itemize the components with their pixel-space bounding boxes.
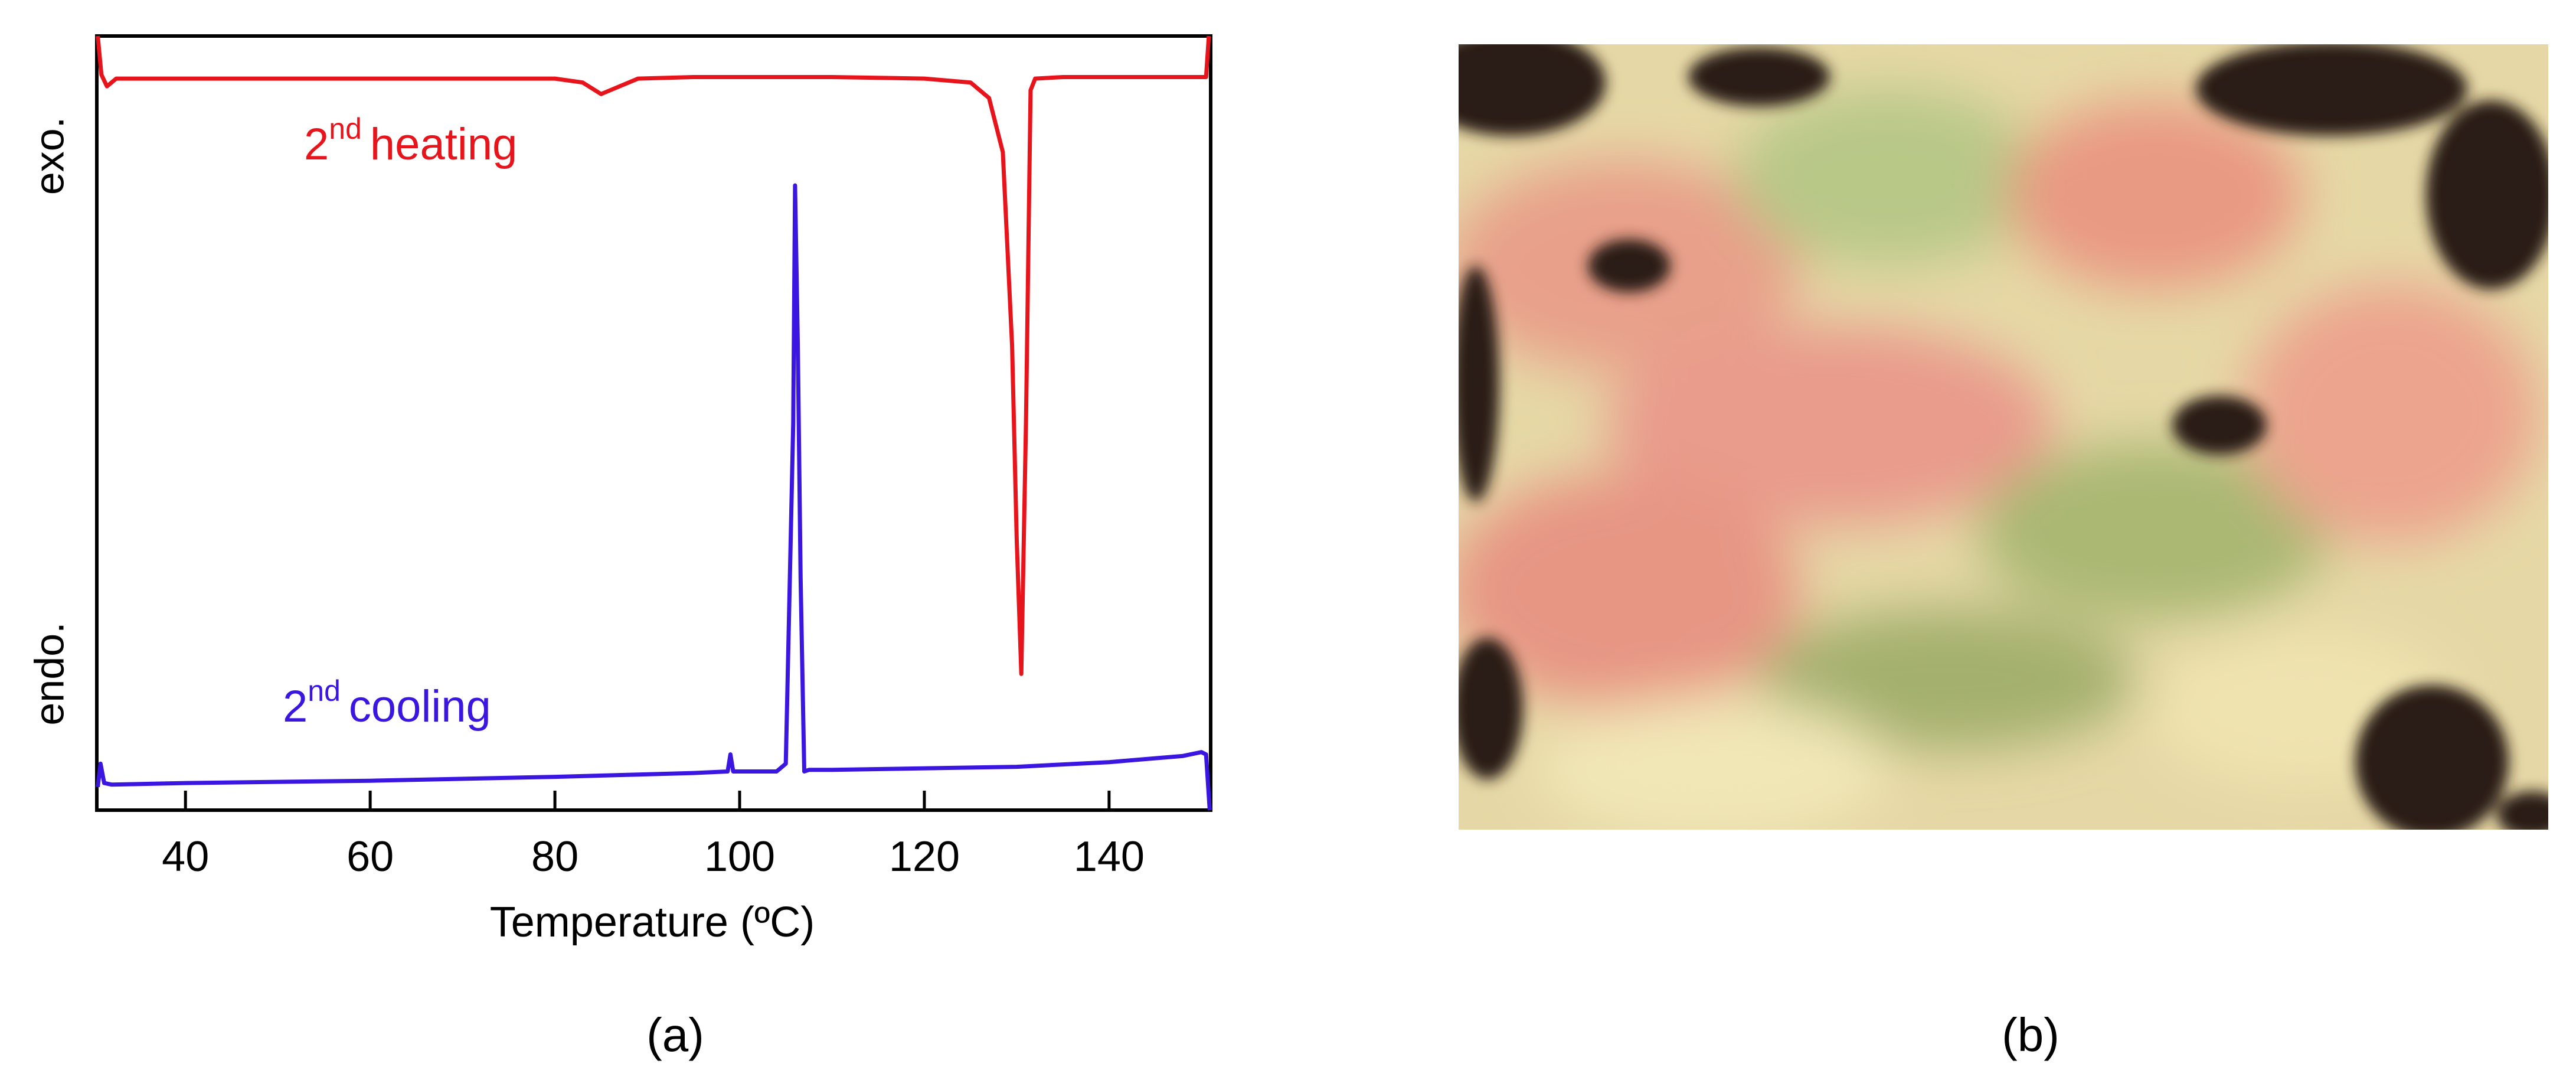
x-tick-label: 60: [346, 833, 394, 880]
panel-label: (b): [2002, 1009, 2060, 1061]
x-axis-title: Temperature (ºC): [490, 899, 815, 946]
series-label: 2nd heating: [304, 112, 517, 169]
label-sup: nd: [329, 112, 362, 145]
x-tick-label: 140: [1074, 833, 1145, 880]
plot-frame: [95, 34, 1212, 812]
x-tick-label: 100: [704, 833, 775, 880]
y-label-top: exo.: [26, 117, 72, 195]
series-label: 2nd cooling: [283, 674, 491, 732]
panel-label: (a): [646, 1009, 704, 1061]
micrograph: [1459, 44, 2548, 830]
y-label-bottom: endo.: [26, 622, 72, 725]
x-tick-label: 40: [162, 833, 209, 880]
label-base: 2: [283, 681, 308, 732]
label-base: 2: [304, 119, 329, 169]
label-text: cooling: [349, 681, 491, 732]
label-sup: nd: [308, 674, 341, 707]
x-tick-label: 80: [531, 833, 578, 880]
series-line: [96, 183, 1212, 811]
series-line: [96, 35, 1211, 676]
label-text: heating: [370, 119, 517, 169]
x-tick-label: 120: [889, 833, 960, 880]
